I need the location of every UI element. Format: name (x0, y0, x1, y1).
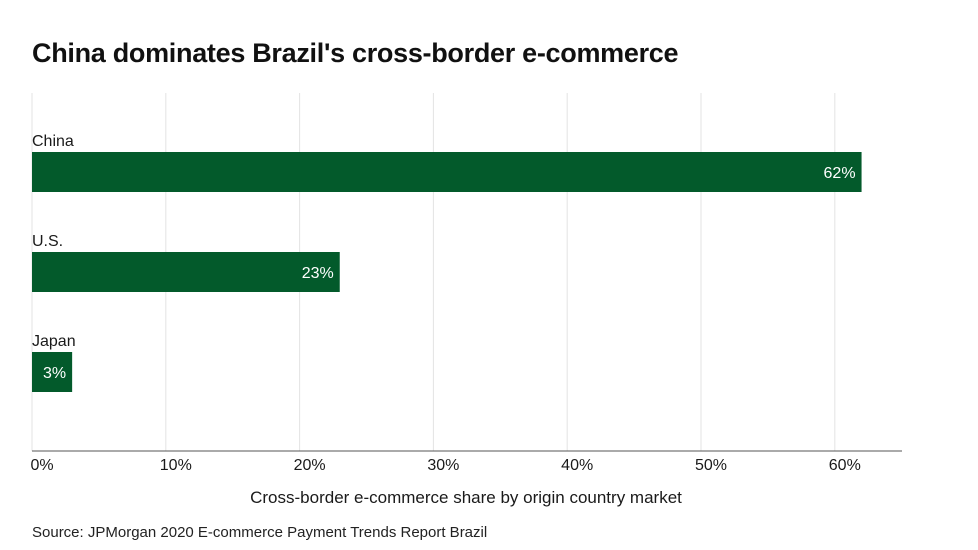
source-note: Source: JPMorgan 2020 E-commerce Payment… (32, 524, 488, 541)
bar (32, 352, 73, 392)
x-tick-label: 50% (695, 457, 727, 474)
x-tick-label: 0% (30, 457, 53, 474)
category-label: China (32, 133, 74, 150)
x-axis: 0% 10% 20% 30% 40% 50% 60% (30, 450, 902, 474)
bars: China 62% U.S. 23% Japan 3% (32, 133, 862, 392)
bar (32, 152, 862, 192)
category-label: U.S. (32, 233, 63, 250)
category-label: Japan (32, 333, 76, 350)
x-axis-label: Cross-border e-commerce share by origin … (250, 488, 682, 507)
bar (32, 252, 340, 292)
x-tick-label: 30% (427, 457, 459, 474)
value-label: 23% (302, 265, 334, 282)
x-tick-label: 20% (294, 457, 326, 474)
x-tick-label: 40% (561, 457, 593, 474)
chart-title: China dominates Brazil's cross-border e-… (32, 38, 679, 68)
value-label: 62% (824, 165, 856, 182)
value-label: 3% (43, 365, 66, 382)
x-tick-label: 10% (160, 457, 192, 474)
x-tick-label: 60% (829, 457, 861, 474)
